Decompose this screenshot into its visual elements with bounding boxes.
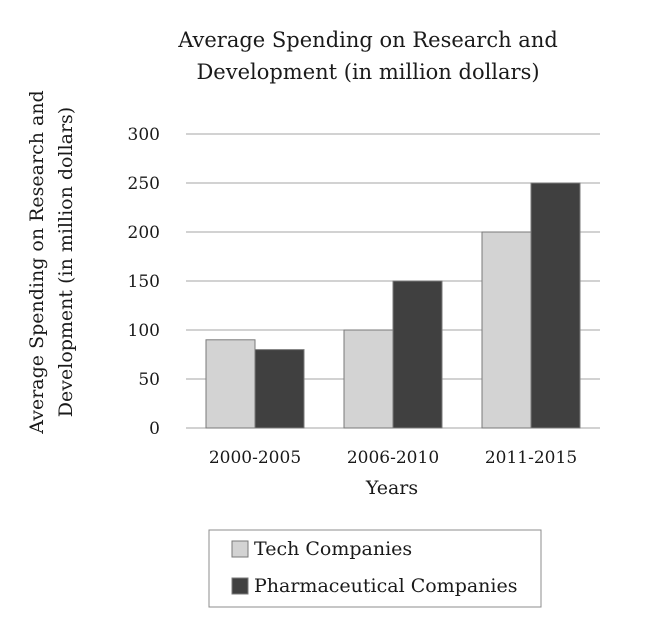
x-tick-label: 2000-2005 [209,448,301,468]
legend-swatch-pharmaceutical-companies [231,577,249,595]
y-tick-label: 100 [128,321,160,341]
bar-tech-companies-2000-2005 [205,339,256,429]
x-tick-label: 2006-2010 [347,448,439,468]
y-tick-label: 300 [128,125,160,145]
y-tick-labels: 0 50 100 150 200 250 300 [128,125,160,439]
y-axis-title-line-1: Average Spending on Research and [26,90,48,434]
legend-frame [208,529,542,608]
legend: Tech Companies Pharmaceutical Companies [208,529,542,608]
chart-title-line-2: Development (in million dollars) [196,60,539,84]
legend-label-pharmaceutical-companies: Pharmaceutical Companies [254,575,518,597]
bar-pharmaceutical-companies-2011-2015 [530,182,581,429]
bar-tech-companies-2011-2015 [481,231,532,429]
x-axis-title: Years [365,477,418,499]
bar-pharmaceutical-companies-2000-2005 [254,349,305,429]
y-tick-label: 50 [138,370,160,390]
y-tick-label: 0 [149,419,160,439]
y-tick-label: 150 [128,272,160,292]
y-tick-label: 250 [128,174,160,194]
bars [205,182,581,429]
x-tick-label: 2011-2015 [485,448,577,468]
bar-tech-companies-2006-2010 [343,329,394,429]
x-tick-labels: 2000-2005 2006-2010 2011-2015 [209,448,577,468]
y-tick-label: 200 [128,223,160,243]
chart-title-line-1: Average Spending on Research and [177,28,558,52]
legend-swatch-tech-companies [231,540,249,558]
y-axis-title-line-2: Development (in million dollars) [55,107,77,417]
bar-pharmaceutical-companies-2006-2010 [392,280,443,429]
legend-label-tech-companies: Tech Companies [254,538,412,560]
